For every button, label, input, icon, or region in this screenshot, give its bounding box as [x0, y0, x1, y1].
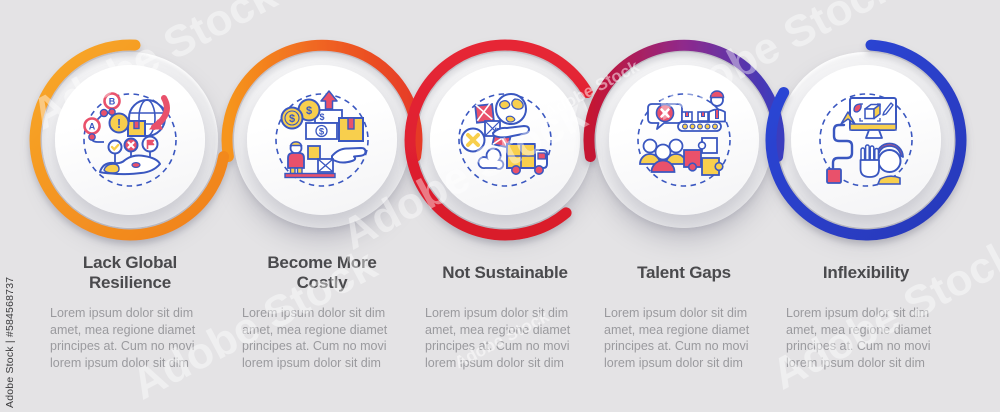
item-5-title: Inflexibility	[774, 250, 958, 296]
circle-2: $ $ $ $	[234, 52, 410, 228]
item-3-body: Lorem ipsum dolor sit dim amet, mea regi…	[425, 306, 571, 370]
worker-icon	[287, 141, 305, 175]
item-1-title-line1: Lack Global	[82, 252, 178, 272]
circle-1-inner: B A !	[55, 65, 205, 215]
x-circle-icon	[460, 127, 486, 153]
svg-text:$: $	[289, 113, 295, 125]
item-5-title-line1: Inflexibility	[822, 262, 910, 282]
talent-gaps-icon	[628, 84, 740, 196]
item-4-title: Talent Gaps	[592, 250, 776, 296]
svg-text:$: $	[319, 112, 324, 122]
stock-credit-text: Adobe Stock | #584568737	[4, 276, 16, 408]
warning-icon: !	[108, 112, 130, 134]
circle-4-inner	[609, 65, 759, 215]
circle-1: B A !	[42, 52, 218, 228]
item-2-title: Become More Costly	[230, 250, 414, 296]
item-1-title: Lack Global Resilience	[38, 250, 222, 296]
item-2-title-line2: Costly	[296, 273, 348, 292]
stop-hand-icon	[859, 144, 880, 178]
item-2-title-line1: Become More	[267, 252, 377, 272]
item-1-title-line2: Resilience	[88, 273, 172, 292]
circle-5-inner	[791, 65, 941, 215]
platform-icon	[284, 172, 336, 179]
circle-2-inner: $ $ $ $	[247, 65, 397, 215]
circle-3	[417, 52, 593, 228]
arrow-up-icon	[320, 90, 338, 110]
crates-icon	[307, 145, 334, 173]
svg-text:B: B	[109, 97, 116, 107]
svg-text:A: A	[89, 122, 96, 132]
item-3-title: Not Sustainable	[413, 250, 597, 296]
item-4-title-line1: Talent Gaps	[637, 262, 731, 282]
item-1-text: Lack Global Resilience Lorem ipsum dolor…	[38, 250, 222, 371]
globe-hand-icon	[492, 93, 530, 139]
item-5-body: Lorem ipsum dolor sit dim amet, mea regi…	[786, 306, 932, 370]
circle-5	[778, 52, 954, 228]
x-bubble-icon	[647, 103, 683, 130]
svg-text:$: $	[319, 127, 325, 138]
svg-text:$: $	[306, 105, 312, 117]
pin-a-icon: A	[83, 117, 101, 141]
monitor-icon	[849, 97, 897, 139]
hand-icon	[331, 147, 367, 164]
circle-4	[596, 52, 772, 228]
item-3-title-line1: Not Sustainable	[442, 262, 568, 282]
not-sustainable-icon	[449, 84, 561, 196]
costly-icon: $ $ $ $	[266, 84, 378, 196]
item-5-text: Inflexibility Lorem ipsum dolor sit dim …	[774, 250, 958, 371]
item-4-body: Lorem ipsum dolor sit dim amet, mea regi…	[604, 306, 750, 370]
cube-icon	[864, 103, 881, 120]
item-2-text: Become More Costly Lorem ipsum dolor sit…	[230, 250, 414, 371]
svg-text:!: !	[117, 116, 121, 131]
world-map-icon	[99, 154, 161, 176]
puzzle-icon	[683, 137, 724, 176]
foreman-icon	[708, 90, 726, 123]
item-3-text: Not Sustainable Lorem ipsum dolor sit di…	[413, 250, 597, 371]
item-4-text: Talent Gaps Lorem ipsum dolor sit dim am…	[592, 250, 776, 371]
truck-icon	[506, 143, 548, 176]
item-2-body: Lorem ipsum dolor sit dim amet, mea regi…	[242, 306, 388, 370]
parcel-icon	[127, 120, 146, 137]
person-icon	[875, 142, 904, 185]
inflexibility-icon	[810, 84, 922, 196]
global-resilience-icon: B A !	[74, 84, 186, 196]
smoke-icon	[477, 147, 505, 170]
check-marker-icon	[107, 139, 123, 164]
box-icon	[338, 117, 364, 142]
item-1-body: Lorem ipsum dolor sit dim amet, mea regi…	[50, 306, 196, 370]
circle-3-inner	[430, 65, 580, 215]
